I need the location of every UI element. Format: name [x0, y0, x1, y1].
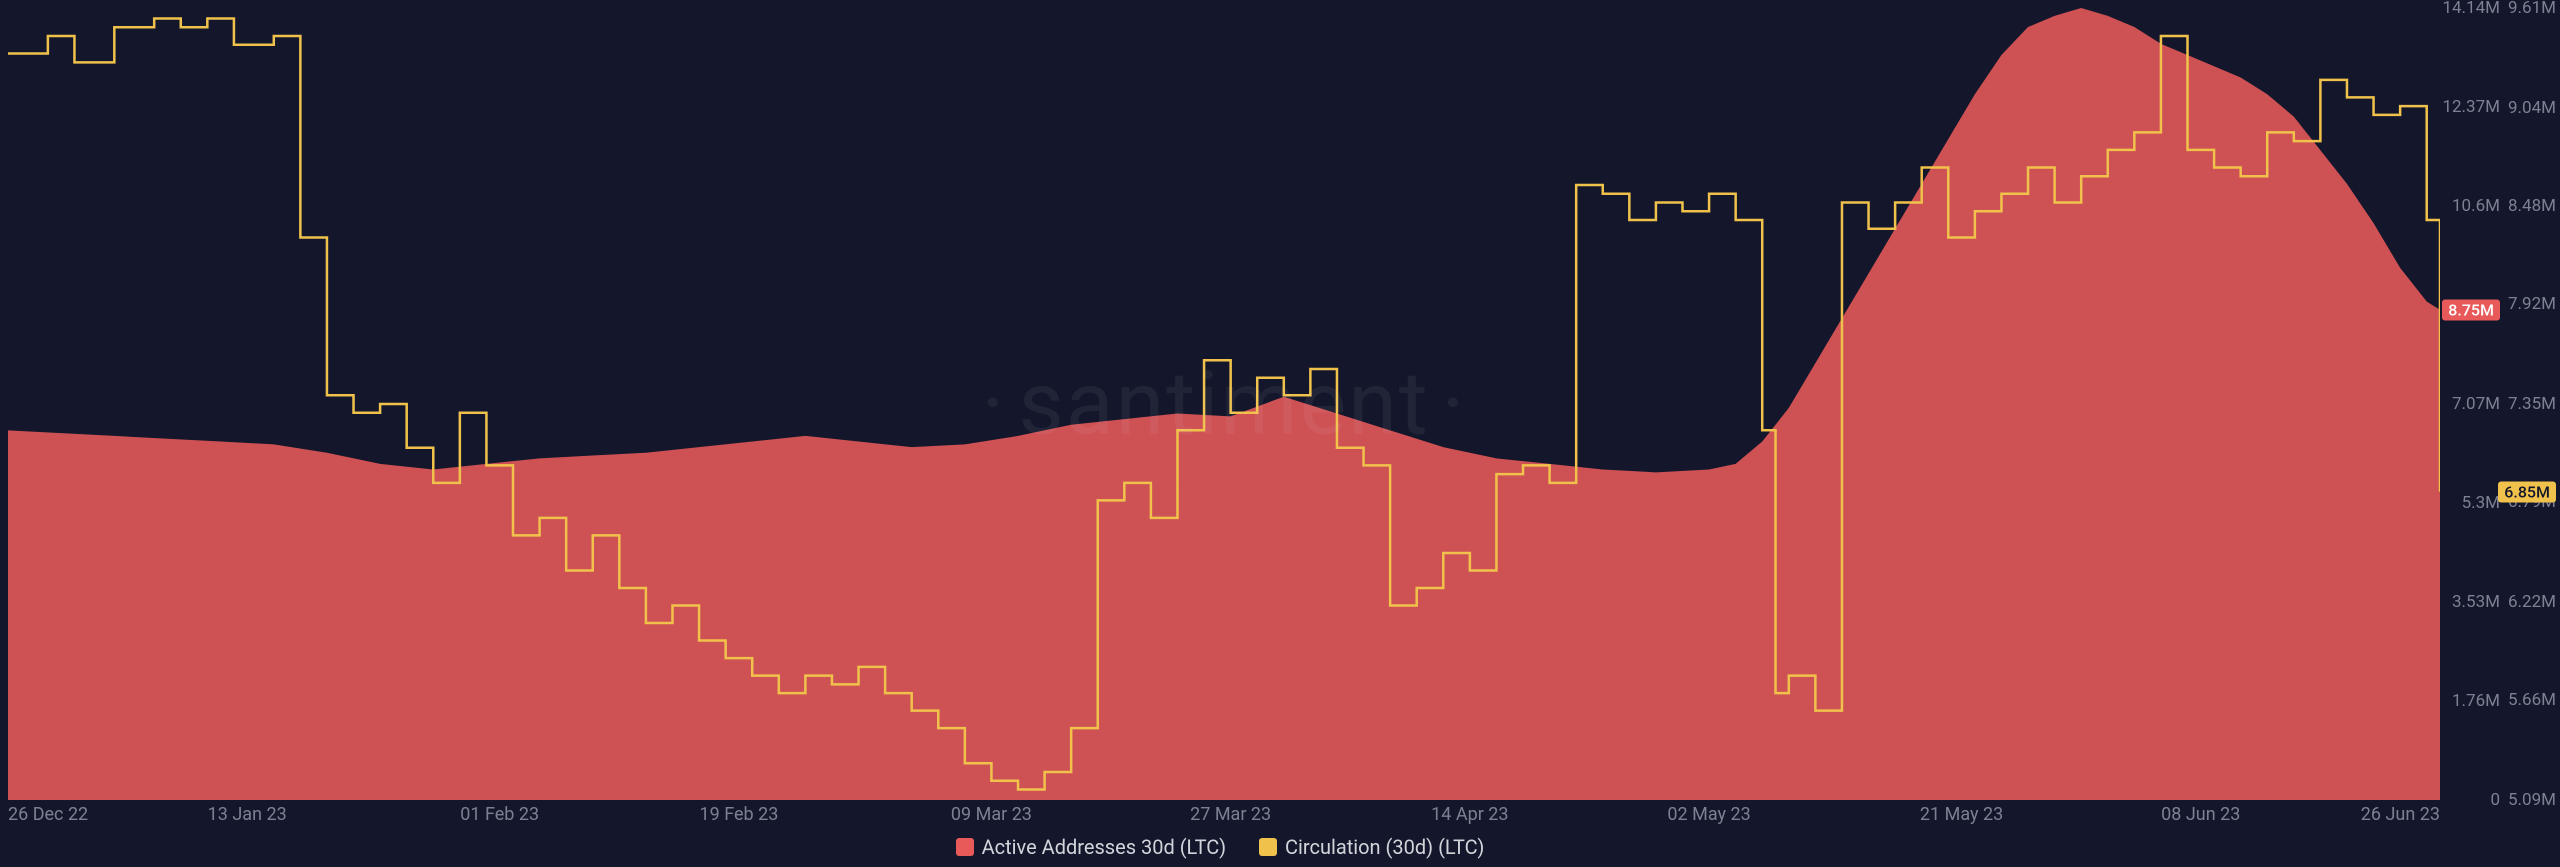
- y-right-tick-label: 9.04M: [2508, 98, 2556, 118]
- legend-item-circulation[interactable]: Circulation (30d) (LTC): [1259, 835, 1484, 859]
- x-tick-label: 13 Jan 23: [208, 804, 287, 825]
- y-left-tick-label: 12.37M: [2442, 97, 2500, 117]
- x-tick-label: 21 May 23: [1920, 804, 2003, 825]
- legend-label: Circulation (30d) (LTC): [1285, 835, 1484, 859]
- legend-swatch-icon: [1259, 838, 1277, 856]
- x-tick-label: 14 Apr 23: [1431, 804, 1508, 825]
- y-right-value-badge: 6.85M: [2498, 481, 2556, 502]
- x-tick-label: 19 Feb 23: [700, 804, 779, 825]
- legend-label: Active Addresses 30d (LTC): [982, 835, 1226, 859]
- x-tick-label: 08 Jun 23: [2161, 804, 2240, 825]
- y-axis-left: 01.76M3.53M5.3M7.07M8.75M10.6M12.37M14.1…: [2448, 8, 2500, 800]
- y-left-tick-label: 14.14M: [2442, 0, 2500, 18]
- y-left-tick-label: 10.6M: [2452, 196, 2500, 216]
- y-left-tick-label: 3.53M: [2452, 592, 2500, 612]
- y-axis-right: 5.09M5.66M6.22M6.79M6.85M7.35M7.92M8.48M…: [2504, 8, 2556, 800]
- series-active-addresses: [8, 8, 2440, 800]
- chart-svg: [8, 8, 2440, 800]
- legend: Active Addresses 30d (LTC) Circulation (…: [0, 835, 2440, 861]
- y-left-tick-label: 1.76M: [2452, 691, 2500, 711]
- x-tick-label: 09 Mar 23: [951, 804, 1032, 825]
- legend-swatch-icon: [956, 838, 974, 856]
- x-axis: 26 Dec 22 13 Jan 23 01 Feb 23 19 Feb 23 09 M…: [8, 804, 2440, 828]
- x-tick-label: 01 Feb 23: [460, 804, 539, 825]
- x-tick-label: 27 Mar 23: [1190, 804, 1271, 825]
- y-right-tick-label: 5.09M: [2508, 790, 2556, 810]
- plot-area[interactable]: santiment: [8, 8, 2440, 800]
- x-tick-label: 26 Jun 23: [2361, 804, 2440, 825]
- y-left-tick-label: 7.07M: [2452, 394, 2500, 414]
- y-right-tick-label: 7.92M: [2508, 294, 2556, 314]
- chart-container: santiment 26 Dec 22 13 Jan 23 01 Feb 23 19 …: [0, 0, 2560, 867]
- y-left-value-badge: 8.75M: [2442, 299, 2500, 320]
- y-right-tick-label: 6.22M: [2508, 592, 2556, 612]
- y-right-tick-label: 9.61M: [2508, 0, 2556, 18]
- y-right-tick-label: 7.35M: [2508, 394, 2556, 414]
- y-left-tick-label: 5.3M: [2462, 493, 2500, 513]
- legend-item-active-addresses[interactable]: Active Addresses 30d (LTC): [956, 835, 1226, 859]
- y-right-tick-label: 8.48M: [2508, 196, 2556, 216]
- y-left-tick-label: 0: [2490, 790, 2500, 810]
- x-tick-label: 26 Dec 22: [8, 804, 88, 825]
- x-tick-label: 02 May 23: [1667, 804, 1750, 825]
- y-right-tick-label: 5.66M: [2508, 690, 2556, 710]
